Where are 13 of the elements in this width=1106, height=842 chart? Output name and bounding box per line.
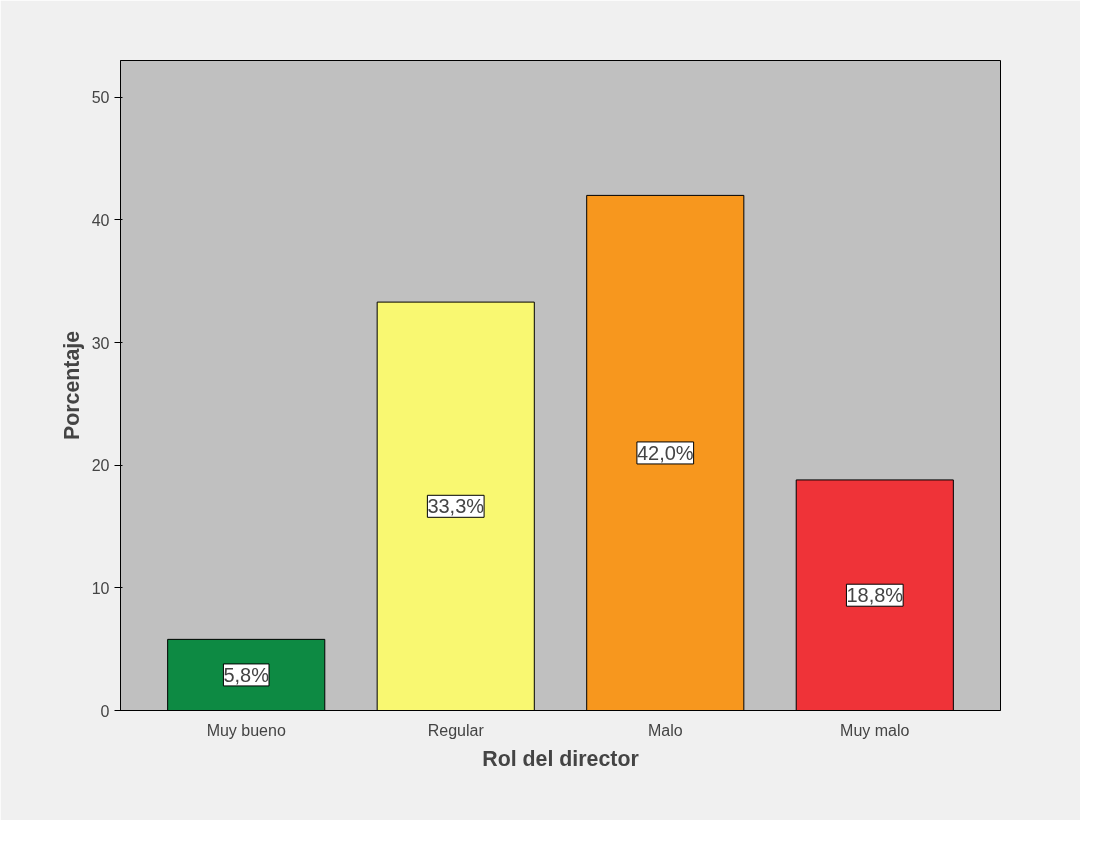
y-tick-label: 10 [91, 579, 110, 597]
data-label: 18,8% [846, 584, 904, 607]
x-tick-label: Malo [647, 721, 683, 739]
y-tick-label: 0 [100, 702, 110, 720]
y-tick-label: 20 [91, 457, 110, 475]
x-tick-label: Regular [427, 721, 485, 739]
x-tick-label: Muy malo [840, 721, 910, 739]
y-tick-label: 30 [91, 334, 110, 352]
x-axis-title: Rol del director [482, 746, 639, 771]
y-tick-label: 40 [91, 211, 110, 229]
y-tick-label: 50 [91, 89, 110, 107]
x-tick-label: Muy bueno [206, 721, 286, 739]
y-axis-title: Porcentaje [59, 330, 84, 441]
